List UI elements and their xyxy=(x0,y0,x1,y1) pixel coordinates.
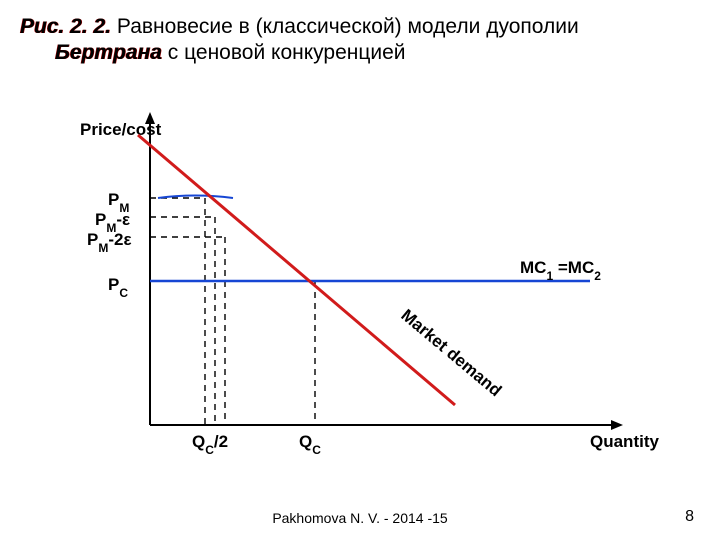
svg-text:Market demand: Market demand xyxy=(397,306,505,401)
footer-text: Pakhomova N. V. - 2014 -15 xyxy=(0,510,720,526)
bertrand-chart: Price/costQuantityPMPM-εPM-2εPCMC1 =MC2M… xyxy=(50,95,670,485)
svg-text:Quantity: Quantity xyxy=(590,432,659,451)
title-name: Бертрана xyxy=(55,41,162,64)
chart-container: Price/costQuantityPMPM-εPM-2εPCMC1 =MC2M… xyxy=(50,95,670,475)
figure-number: Рис. 2. 2. xyxy=(20,15,111,38)
figure-title: Рис. 2. 2. Равновесие в (классической) м… xyxy=(20,14,700,67)
svg-text:QC/2: QC/2 xyxy=(192,432,228,457)
title-part1: Равновесие в (классической) модели дуопо… xyxy=(111,15,579,38)
svg-text:PC: PC xyxy=(108,275,128,300)
svg-text:MC1 =MC2: MC1 =MC2 xyxy=(520,258,601,283)
title-part2: с ценовой конкуренцией xyxy=(162,41,406,64)
page-number: 8 xyxy=(685,508,694,526)
svg-text:QC: QC xyxy=(299,432,321,457)
svg-text:Price/cost: Price/cost xyxy=(80,120,162,139)
svg-text:PM-2ε: PM-2ε xyxy=(87,230,132,255)
